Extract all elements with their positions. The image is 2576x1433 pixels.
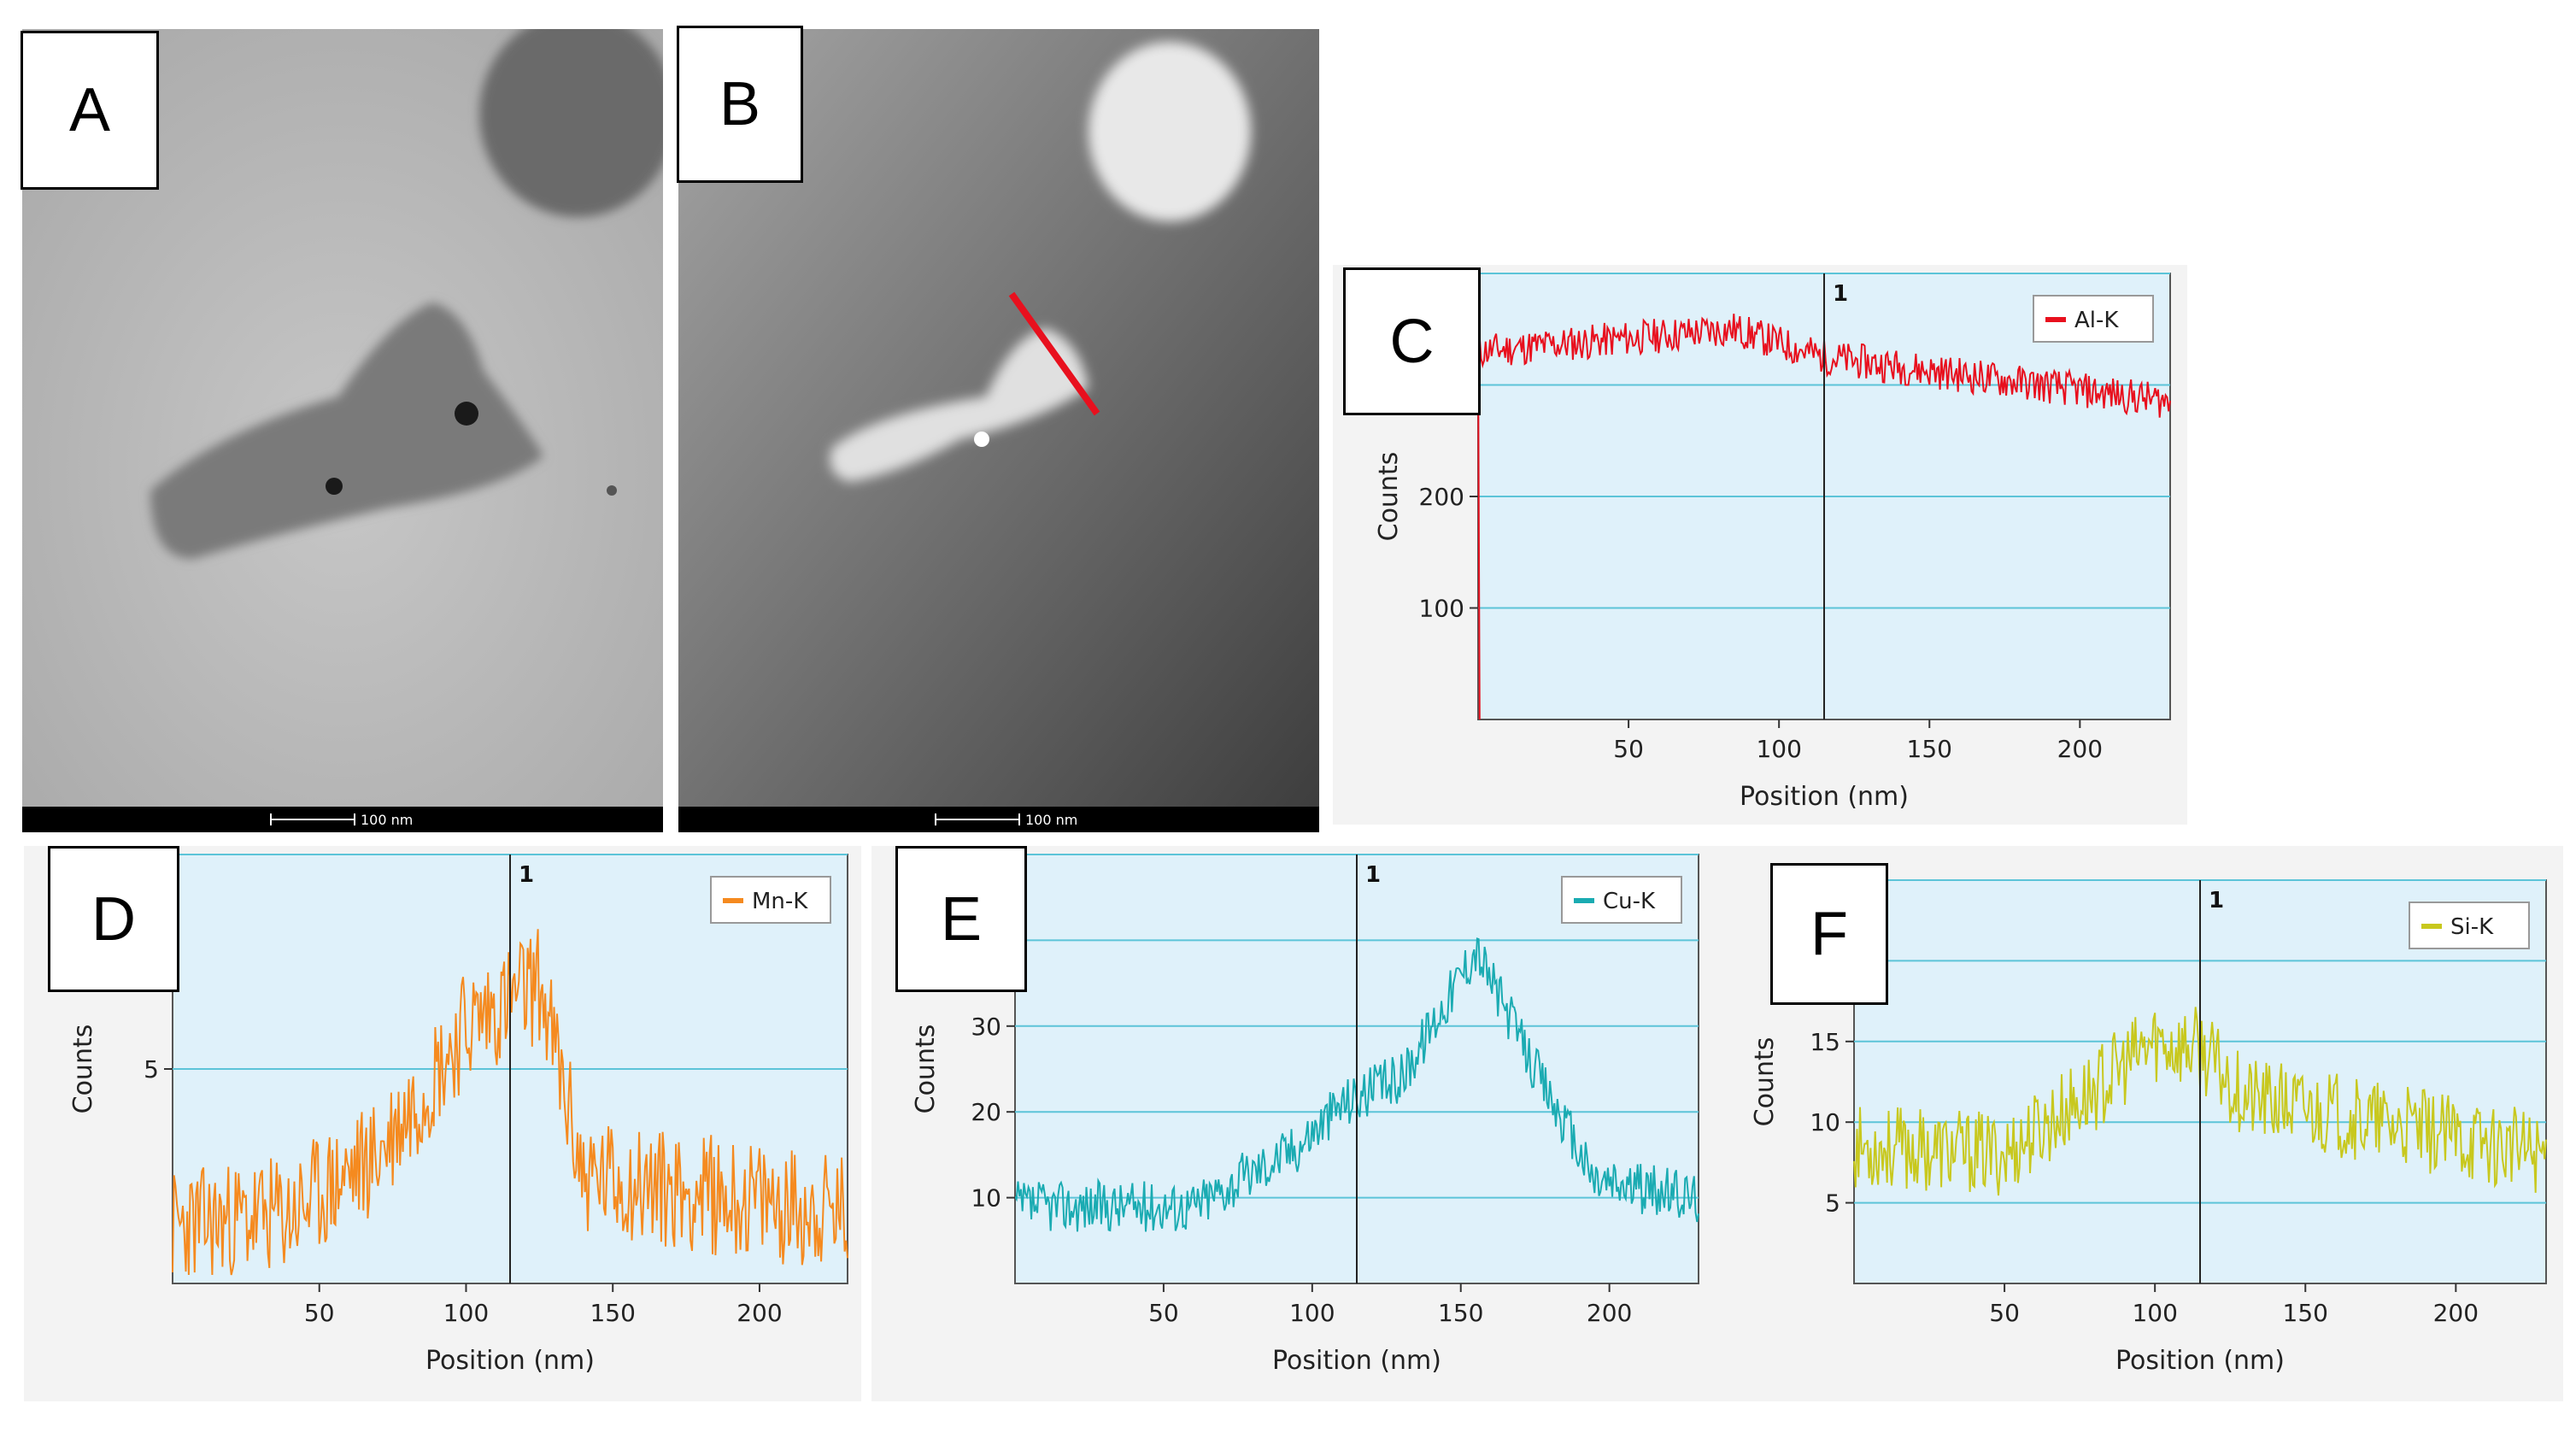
chart-e: 1 Cu-K 50 100 150 200 10 20 30 Position (nm) Count… [911, 854, 1699, 1376]
line-scan-marker [1008, 291, 1100, 416]
x-tick-label: 150 [2283, 1299, 2328, 1327]
chart-c: 1 Al-K 50 100 150 200 100 200 Position (nm) Count… [1374, 273, 2171, 812]
cursor-label: 1 [1365, 862, 1381, 888]
x-tick-label: 200 [736, 1299, 782, 1327]
x-tick-label: 200 [1587, 1299, 1632, 1327]
scalebar-line [935, 813, 1020, 825]
x-tick-label: 100 [443, 1299, 489, 1327]
x-tick-label: 50 [1148, 1299, 1179, 1327]
panel-label-c: C [1343, 267, 1481, 415]
chart-d: 1 Mn-K 50 100 150 200 5 Position (nm) Counts [68, 854, 848, 1376]
y-tick-label: 10 [1810, 1108, 1840, 1136]
legend-label: Si-K [2450, 914, 2494, 940]
x-tick-label: 50 [304, 1299, 335, 1327]
micrograph-b-scalebar: 100 nm [678, 807, 1319, 832]
x-tick-label: 100 [1289, 1299, 1335, 1327]
micrograph-b-scale-label: 100 nm [1025, 811, 1078, 828]
panel-label-d: D [48, 846, 179, 992]
chart-f: 1 Si-K 50 100 150 200 5 10 15 Position (nm) Counts [1750, 879, 2547, 1376]
x-tick-label: 150 [1438, 1299, 1483, 1327]
legend-box [2033, 295, 2154, 343]
legend-label: Cu-K [1603, 889, 1656, 914]
y-tick-label: 200 [1419, 483, 1464, 511]
x-axis-label: Position (nm) [425, 1346, 595, 1376]
panel-label-b: B [677, 26, 803, 183]
y-tick-label: 20 [971, 1098, 1001, 1126]
y-tick-label: 15 [1810, 1028, 1840, 1056]
x-tick-label: 100 [2132, 1299, 2177, 1327]
cursor-label: 1 [1833, 281, 1848, 307]
x-tick-label: 100 [1756, 735, 1801, 763]
x-tick-label: 150 [1907, 735, 1952, 763]
cursor-label: 1 [519, 862, 534, 888]
panel-label-f: F [1770, 863, 1888, 1005]
x-axis-label: Position (nm) [1272, 1346, 1441, 1376]
y-tick-label: 100 [1419, 595, 1464, 623]
micrograph-a-scalebar: 100 nm [22, 807, 663, 832]
panel-label-a: A [21, 31, 159, 190]
y-axis-label: Counts [1750, 1037, 1780, 1127]
legend-label: Mn-K [752, 889, 808, 914]
x-tick-label: 50 [1613, 735, 1644, 763]
cursor-label: 1 [2209, 888, 2224, 913]
x-tick-label: 150 [590, 1299, 635, 1327]
y-axis-label: Counts [68, 1025, 98, 1114]
x-tick-label: 200 [2057, 735, 2103, 763]
x-tick-label: 50 [1989, 1299, 2020, 1327]
x-axis-label: Position (nm) [1740, 782, 1909, 812]
y-tick-label: 5 [144, 1055, 159, 1084]
micrograph-a: 100 nm [22, 29, 663, 832]
x-tick-label: 200 [2433, 1299, 2479, 1327]
micrograph-a-scale-label: 100 nm [361, 811, 414, 828]
x-axis-label: Position (nm) [2115, 1346, 2285, 1376]
scalebar-line [270, 813, 355, 825]
panel-label-e: E [895, 846, 1027, 992]
legend-label: Al-K [2074, 308, 2119, 333]
y-tick-label: 10 [971, 1184, 1001, 1213]
y-axis-label: Counts [1374, 452, 1404, 542]
y-tick-label: 5 [1825, 1189, 1840, 1218]
y-tick-label: 30 [971, 1013, 1001, 1041]
y-axis-label: Counts [911, 1025, 941, 1114]
